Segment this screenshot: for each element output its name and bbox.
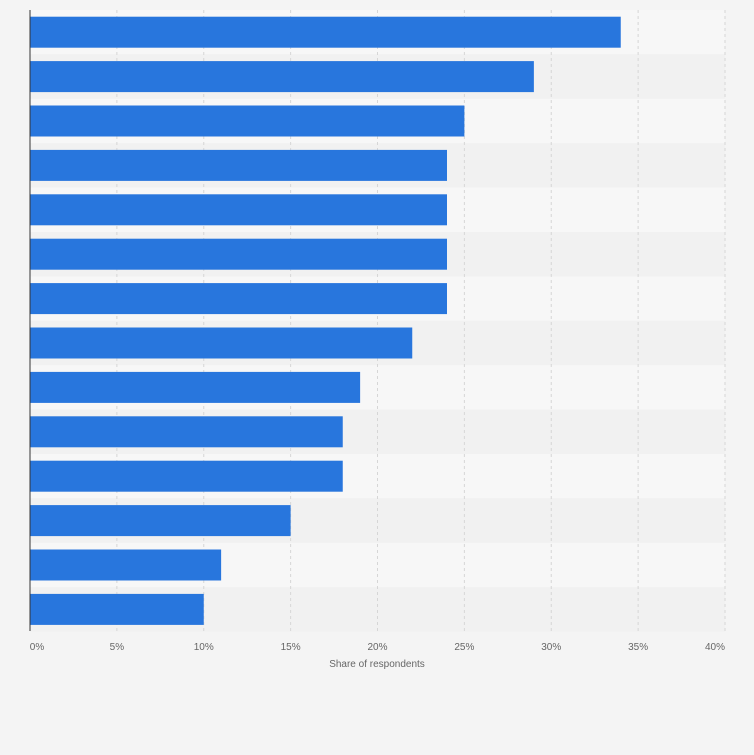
x-tick-label: 25% [454, 642, 474, 653]
x-tick-label: 40% [705, 642, 725, 653]
x-tick-label: 10% [194, 642, 214, 653]
bar[interactable] [30, 238, 447, 270]
bar[interactable] [30, 194, 447, 226]
bar[interactable] [30, 460, 343, 492]
bar[interactable] [30, 593, 204, 625]
x-axis-ticks: 0% 5% 10% 15% 20% 25% 30% 35% 40% [30, 642, 725, 653]
x-tick-label: 15% [281, 642, 301, 653]
bar[interactable] [30, 283, 447, 315]
bar[interactable] [30, 416, 343, 448]
x-tick-label: 30% [541, 642, 561, 653]
x-tick-label: 35% [628, 642, 648, 653]
bar[interactable] [30, 371, 361, 403]
bar[interactable] [30, 16, 621, 48]
x-tick-label: 5% [110, 642, 125, 653]
x-axis-label: Share of respondents [329, 659, 425, 670]
bar[interactable] [30, 327, 413, 359]
bar[interactable] [30, 61, 534, 93]
bar[interactable] [30, 505, 291, 537]
bar[interactable] [30, 549, 222, 581]
bars [30, 16, 621, 625]
bar[interactable] [30, 149, 447, 181]
x-tick-label: 20% [367, 642, 387, 653]
bar[interactable] [30, 105, 465, 137]
x-tick-label: 0% [30, 642, 45, 653]
